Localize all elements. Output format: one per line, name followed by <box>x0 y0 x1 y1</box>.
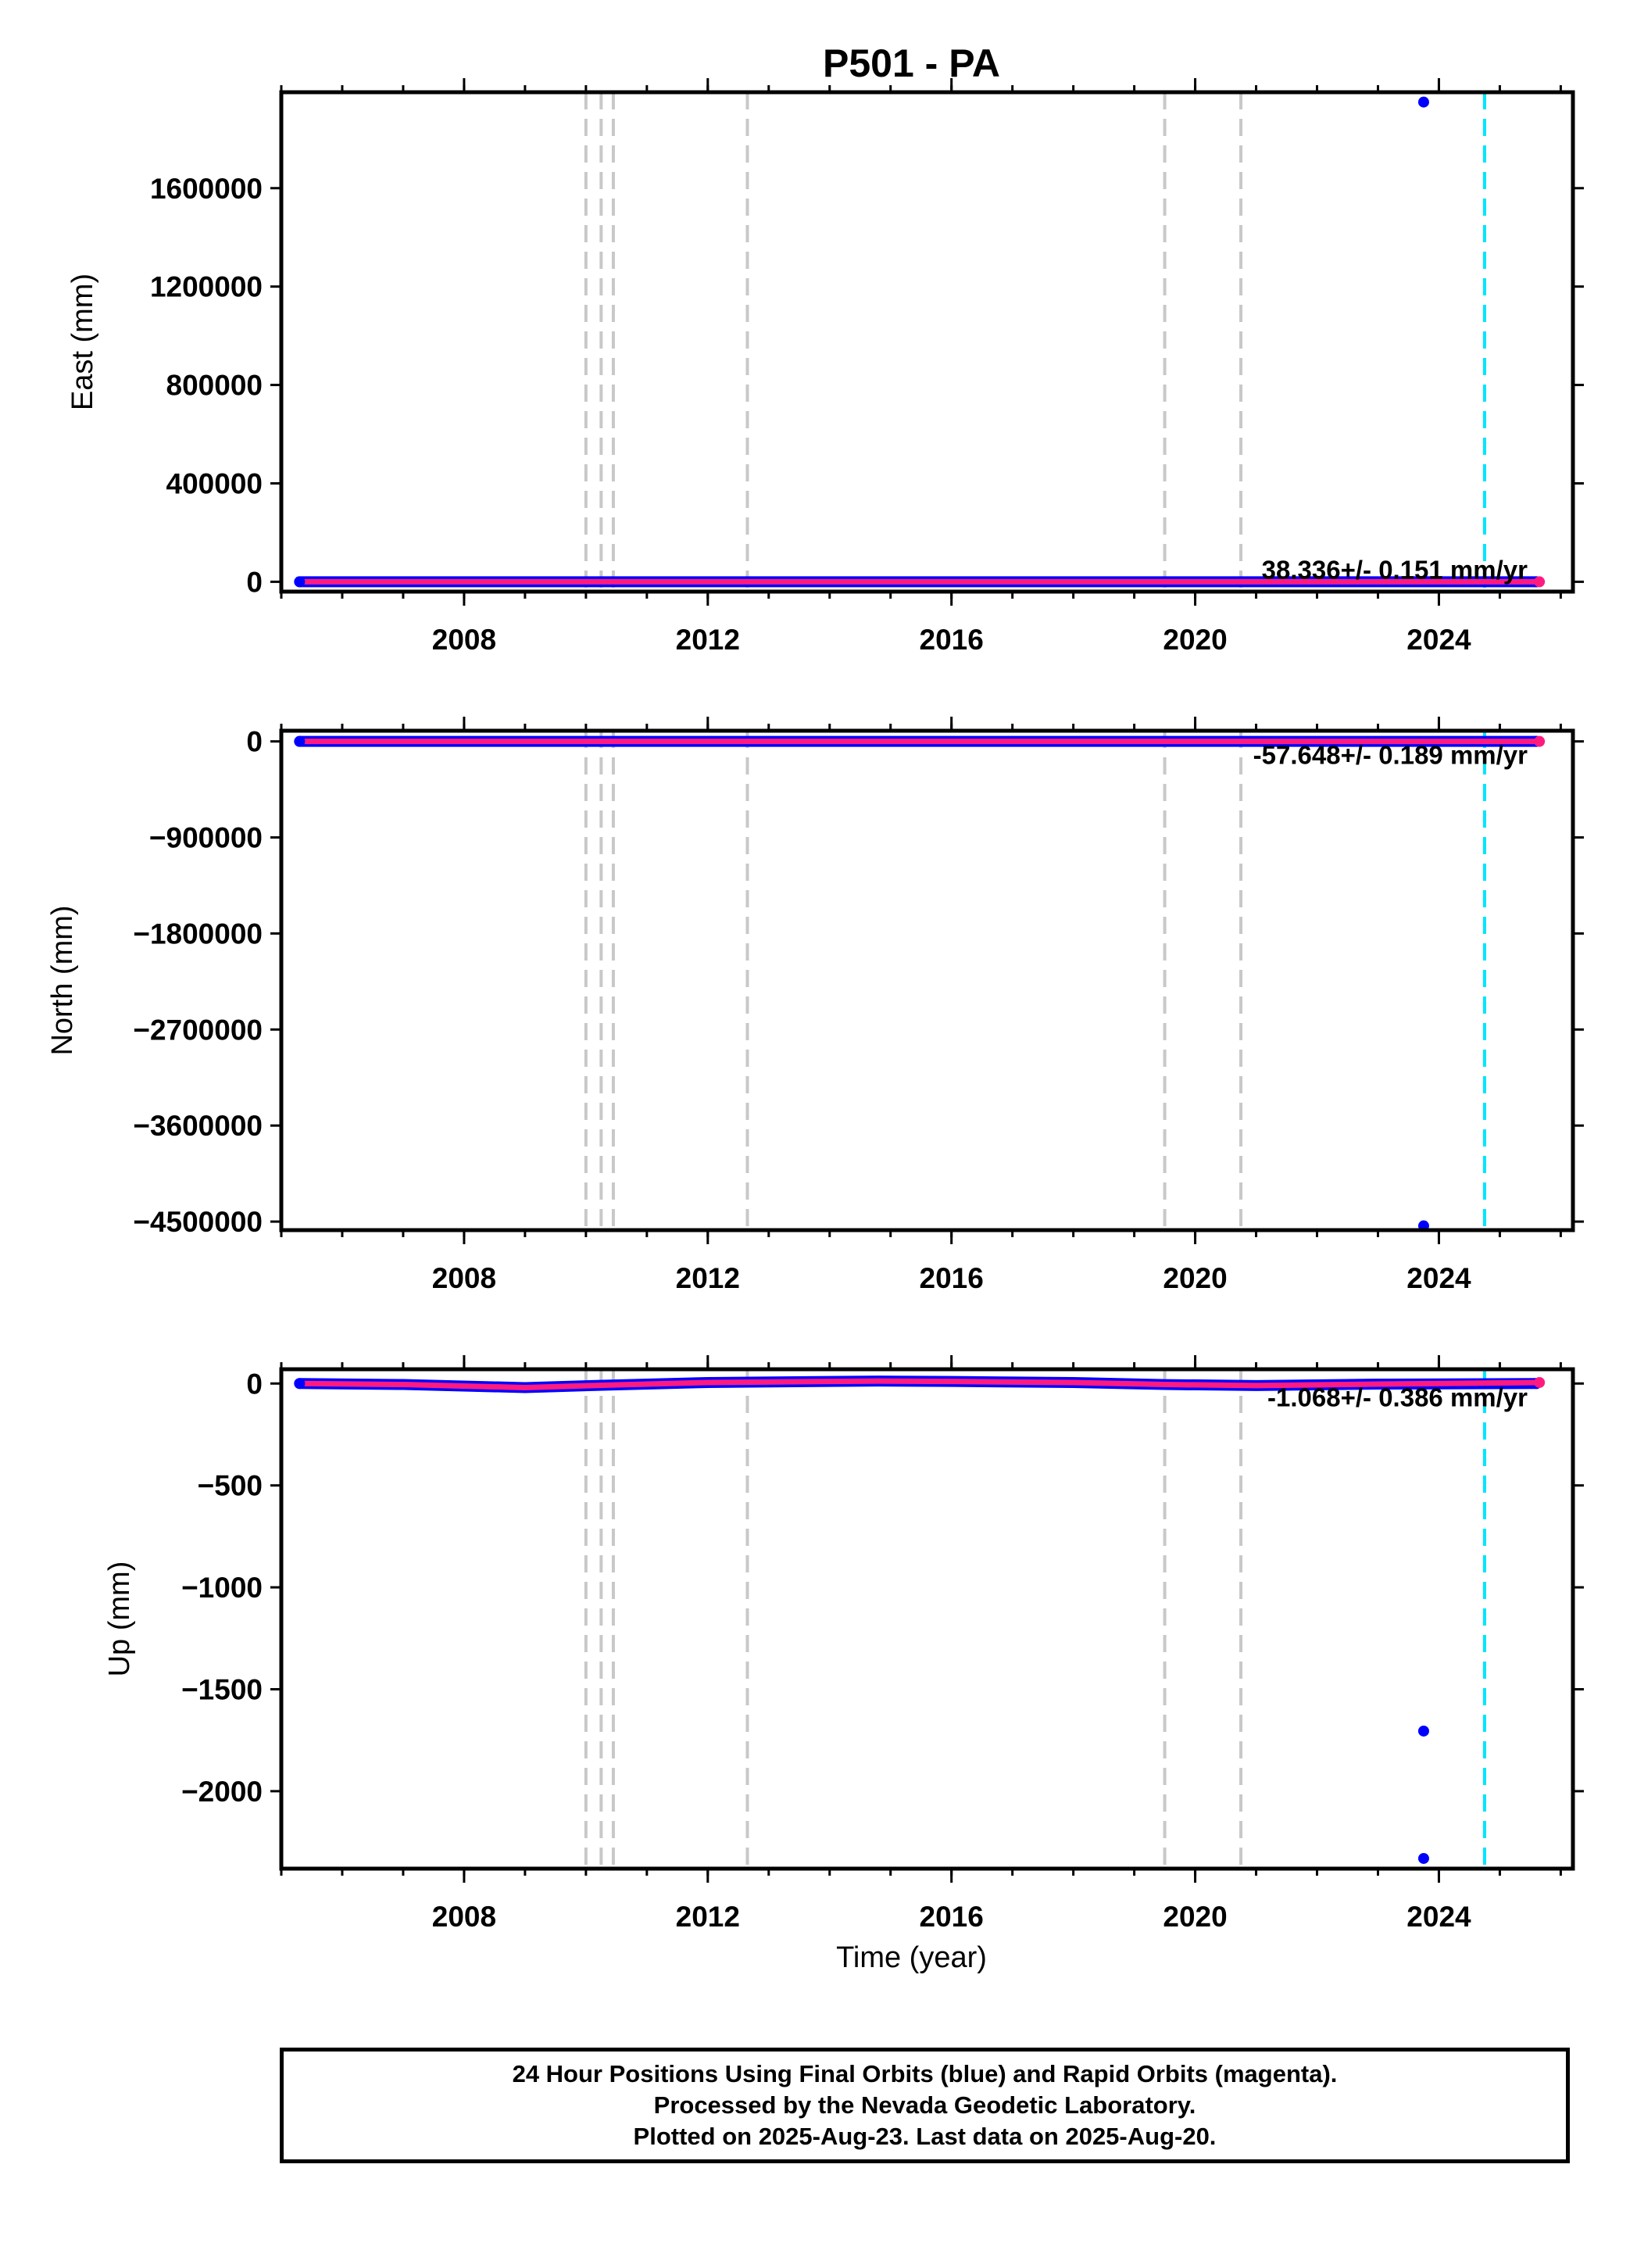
x-tick-label: 2012 <box>676 624 740 656</box>
caption-line-3: Plotted on 2025-Aug-23. Last data on 202… <box>633 2123 1217 2150</box>
x-axis-label: Time (year) <box>836 1941 987 1974</box>
x-tick-label: 2016 <box>920 1901 984 1933</box>
y-tick-label: −900000 <box>149 822 263 854</box>
y-tick-label: −1800000 <box>133 918 263 950</box>
y-tick-label: 0 <box>246 566 263 598</box>
x-tick-label: 2024 <box>1406 1262 1471 1294</box>
velocity-annotation: 38.336+/- 0.151 mm/yr <box>1262 555 1528 584</box>
plot-frame <box>279 90 1575 594</box>
series-start-point <box>294 735 306 747</box>
y-tick-label: −1500 <box>181 1673 263 1705</box>
panel-3: 0 −500 −1000 −1500 −2000 2008 2012 2016 2020 2024… <box>103 1355 1584 1974</box>
caption-line-1: 24 Hour Positions Using Final Orbits (bl… <box>512 2060 1338 2087</box>
x-tick-label: 2012 <box>676 1901 740 1933</box>
series-start-point <box>294 576 306 588</box>
y-tick-label: 800000 <box>166 370 263 402</box>
x-tick-label: 2020 <box>1163 624 1227 656</box>
series-rapid-orbits <box>296 1378 1542 1390</box>
velocity-annotation: -57.648+/- 0.189 mm/yr <box>1253 741 1528 770</box>
chart-title: P501 - PA <box>823 41 1000 85</box>
series-end-point <box>1534 735 1546 747</box>
y-axis-label: Up (mm) <box>103 1561 136 1677</box>
y-axis-label: North (mm) <box>46 905 79 1055</box>
outlier-point <box>1417 96 1429 108</box>
y-tick-label: 0 <box>246 1368 263 1400</box>
caption-box: 24 Hour Positions Using Final Orbits (bl… <box>280 2048 1570 2163</box>
x-tick-label: 2008 <box>432 1262 496 1294</box>
series-end-point <box>1534 1376 1546 1388</box>
plot-frame <box>279 728 1575 1232</box>
y-tick-label: 1200000 <box>150 271 263 303</box>
y-tick-label: −3600000 <box>133 1110 263 1142</box>
y-tick-label: −2000 <box>181 1776 263 1808</box>
x-tick-label: 2024 <box>1406 1901 1471 1933</box>
x-tick-label: 2008 <box>432 1901 496 1933</box>
x-tick-label: 2008 <box>432 624 496 656</box>
series-start-point <box>294 1378 306 1390</box>
caption-line-2: Processed by the Nevada Geodetic Laborat… <box>653 2091 1196 2119</box>
x-tick-label: 2020 <box>1163 1262 1227 1294</box>
velocity-annotation: -1.068+/- 0.386 mm/yr <box>1267 1383 1528 1411</box>
y-tick-label: −4500000 <box>133 1206 263 1238</box>
y-tick-label: −2700000 <box>133 1014 263 1046</box>
y-tick-label: 0 <box>246 726 263 758</box>
y-axis-label: East (mm) <box>66 274 99 410</box>
panel-1: 0 400000 800000 1200000 1600000 2008 2012 2016 2… <box>66 41 1584 656</box>
y-tick-label: 1600000 <box>150 173 263 205</box>
x-tick-label: 2020 <box>1163 1901 1227 1933</box>
x-tick-label: 2012 <box>676 1262 740 1294</box>
y-tick-label: 400000 <box>166 467 263 499</box>
x-tick-label: 2016 <box>920 624 984 656</box>
panel-2: 0 −900000 −1800000 −2700000 −3600000 −4500000… <box>46 717 1584 1294</box>
plot-frame <box>279 1367 1575 1871</box>
outlier-point <box>1417 1725 1429 1737</box>
y-tick-label: −1000 <box>181 1572 263 1604</box>
series-end-point <box>1534 576 1546 588</box>
x-tick-label: 2024 <box>1406 624 1471 656</box>
outlier-point <box>1417 1852 1429 1864</box>
y-tick-label: −500 <box>198 1470 263 1502</box>
x-tick-label: 2016 <box>920 1262 984 1294</box>
